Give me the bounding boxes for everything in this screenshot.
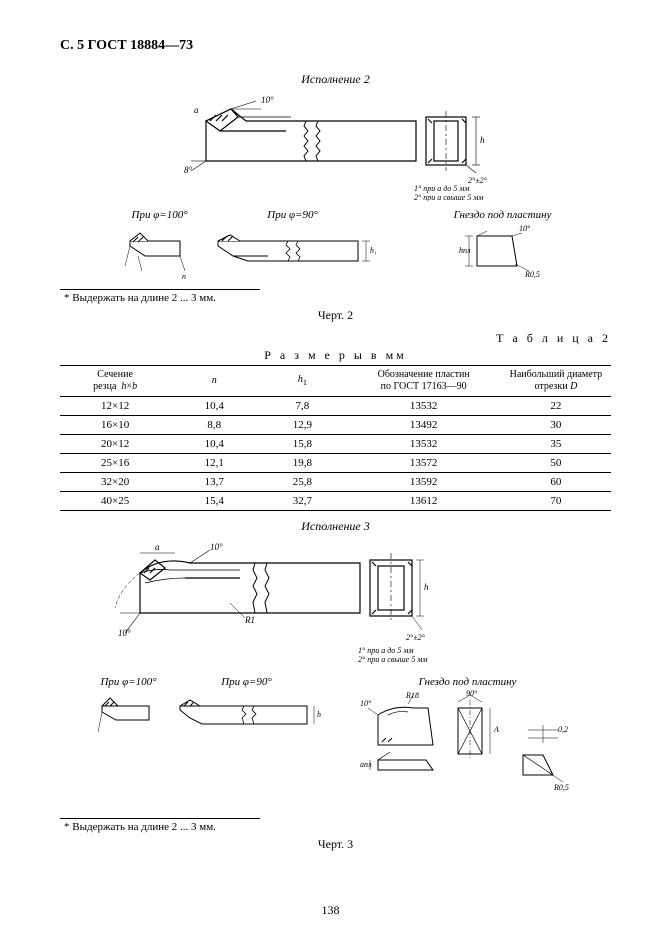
table2-label: Т а б л и ц а 2 — [60, 331, 611, 346]
table-row: 16×108,812,91349230 — [60, 416, 611, 435]
dim-h1-label-1: h₁ — [370, 246, 377, 255]
ang-10-g3: 10° — [360, 699, 372, 708]
phi100-label: При φ=100° — [120, 209, 200, 221]
drawing-2-row: При φ=100° n При φ=90° — [60, 209, 611, 285]
footnote-1: * Выдержать на длине 2 ... 3 мм. — [64, 292, 611, 304]
dim-h-label: h — [480, 135, 485, 145]
exec3-label: Исполнение 3 — [60, 519, 611, 534]
phi90-label: При φ=90° — [208, 209, 378, 221]
note-1deg-3: 1° при a до 5 мм — [358, 646, 413, 655]
ang-2-3: 2°±2° — [406, 633, 426, 642]
dim-a-3: a — [155, 542, 160, 552]
gnezdo-label-3: Гнездо под пластину — [358, 676, 578, 688]
note-2deg-3: 2° при a свыше 5 мм — [358, 655, 427, 664]
ang-8-label: 8° — [184, 165, 193, 175]
table-header-row: Сечениерезца h×b n h1 Обозначение пласти… — [60, 366, 611, 397]
th-d: Наибольший диаметротрезки D — [501, 366, 611, 397]
table-row: 25×1612,119,81357250 — [60, 454, 611, 473]
page-header: С. 5 ГОСТ 18884—73 — [60, 38, 611, 54]
table-row: 32×2013,725,81359260 — [60, 473, 611, 492]
dim-hpl-1: hпл — [459, 246, 471, 255]
footnote-rule-1 — [60, 289, 260, 290]
fig2-caption: Черт. 2 — [60, 308, 611, 323]
r1-label: R1 — [244, 615, 255, 625]
ang-90-g3: 90° — [466, 690, 478, 698]
dim-A: A — [493, 725, 499, 734]
phi100-label-3: При φ=100° — [94, 676, 164, 688]
ang-10-label: 10° — [261, 95, 274, 105]
ang-10-3a: 10° — [210, 542, 223, 552]
dim-02: 0,2 — [558, 725, 568, 734]
dim-n-label-1: n — [182, 272, 186, 281]
th-n: n — [170, 366, 258, 397]
gnezdo-label-1: Гнездо под пластину — [454, 209, 552, 221]
ang-2-label: 2°±2° — [468, 176, 488, 185]
ang-10-3b: 10° — [118, 628, 131, 638]
page-number: 138 — [0, 903, 661, 918]
drawing-3-row: При φ=100° При φ=90° — [60, 676, 611, 814]
dim-label: Р а з м е р ы в мм — [60, 348, 611, 363]
exec2-label: Исполнение 2 — [60, 72, 611, 87]
table-row: 20×1210,415,81353235 — [60, 435, 611, 454]
dim-apl: aпл — [360, 760, 372, 769]
r18-label: R18 — [405, 691, 419, 700]
fig3-caption: Черт. 3 — [60, 837, 611, 852]
phi90-label-3: При φ=90° — [172, 676, 322, 688]
th-plate: Обозначение пластинпо ГОСТ 17163—90 — [347, 366, 501, 397]
note-2deg: 2° при a свыше 5 мм — [414, 193, 483, 201]
note-1deg: 1° при a до 5 мм — [414, 184, 469, 193]
ang-10-gnezdo: 10° — [519, 224, 531, 233]
r05-label-3: R0,5 — [553, 783, 569, 792]
dim-a-top: a — [194, 105, 199, 115]
dim-h1-3: h₁ — [317, 710, 322, 719]
dim-h-3: h — [424, 582, 429, 592]
r05-label-1: R0,5 — [524, 270, 540, 279]
footnote-2: * Выдержать на длине 2 ... 3 мм. — [64, 821, 611, 833]
table-row: 12×1210,47,81353222 — [60, 397, 611, 416]
table-2: Сечениерезца h×b n h1 Обозначение пласти… — [60, 365, 611, 511]
footnote-rule-2 — [60, 818, 260, 819]
th-section: Сечениерезца h×b — [60, 366, 170, 397]
th-h1: h1 — [258, 366, 346, 397]
drawing-2-main: 10° 8° h a 2°±2° 1° при a до 5 мм 2° при… — [60, 91, 611, 205]
table-row: 40×2515,432,71361270 — [60, 492, 611, 511]
drawing-3-main: a 10° 10° R1 h 2°±2° 1° при a до 5 мм 2°… — [60, 538, 611, 672]
